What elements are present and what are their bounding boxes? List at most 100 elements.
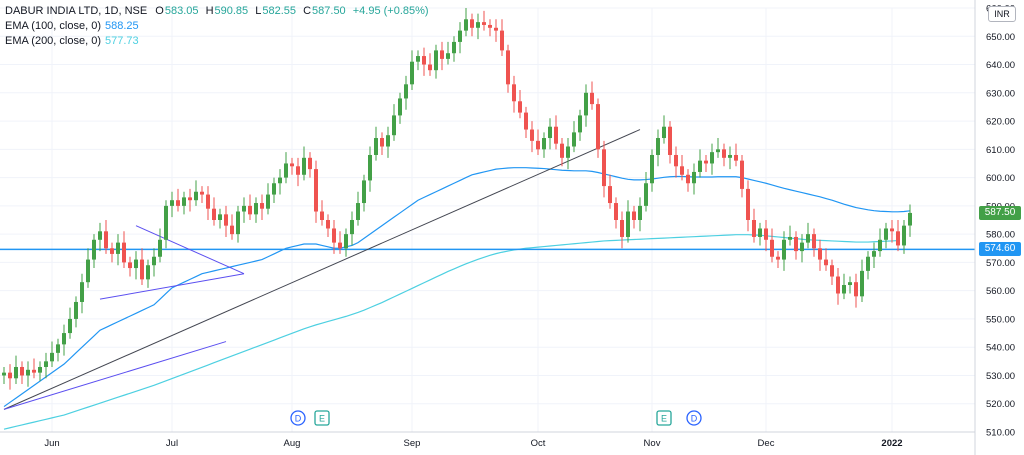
candle-body <box>20 366 24 376</box>
symbol-title[interactable]: DABUR INDIA LTD, 1D, NSE <box>5 5 148 17</box>
trendlines[interactable] <box>3 129 641 410</box>
candle-body <box>890 228 894 232</box>
y-tick-label: 640.00 <box>986 60 1015 71</box>
legend-ema200-row[interactable]: EMA (200, close, 0) 577.73 <box>5 34 433 49</box>
ema100-value: 588.25 <box>105 20 139 32</box>
candle-body <box>434 50 438 71</box>
candle-body <box>326 220 330 229</box>
candle-body <box>884 228 888 240</box>
candle-body <box>230 225 234 235</box>
candle-body <box>896 231 900 246</box>
candle-body <box>158 239 162 257</box>
candle-body <box>650 154 654 184</box>
ema100-path <box>3 167 911 408</box>
hline-price-tag: 574.60 <box>979 242 1021 257</box>
candle-body <box>854 282 858 297</box>
legend-symbol-row: DABUR INDIA LTD, 1D, NSE O583.05 H590.85… <box>5 4 433 19</box>
event-label: D <box>295 414 302 424</box>
candle-body <box>494 27 498 31</box>
candle-body <box>842 285 846 294</box>
candle-body <box>908 212 912 226</box>
currency-badge[interactable]: INR <box>988 6 1016 22</box>
candle-body <box>260 203 264 209</box>
y-tick-label: 650.00 <box>986 32 1015 43</box>
y-tick-label: 610.00 <box>986 145 1015 156</box>
candle-body <box>626 211 630 237</box>
candle-body <box>482 22 486 25</box>
candle-body <box>368 154 372 181</box>
candle-body <box>800 242 804 252</box>
dividend-marker <box>686 410 702 426</box>
candle-body <box>470 19 474 28</box>
candle-body <box>758 228 762 237</box>
candle-body <box>320 211 324 220</box>
candle-body <box>476 22 480 28</box>
candle-body <box>8 372 12 379</box>
candle-body <box>116 242 120 254</box>
last-price-tag: 587.50 <box>979 205 1021 220</box>
candle-body <box>782 239 786 260</box>
ema100-line <box>3 167 911 408</box>
candle-body <box>872 251 876 257</box>
candle-body <box>692 171 696 184</box>
chart-grid <box>0 7 975 433</box>
trendline <box>3 341 227 410</box>
candle-body <box>32 369 36 373</box>
candle-body <box>266 194 270 209</box>
candle-body <box>554 126 558 144</box>
candle-body <box>338 242 342 249</box>
candle-body <box>500 30 504 51</box>
candle-body <box>224 214 228 226</box>
candle-body <box>728 154 732 158</box>
candle-body <box>584 92 588 116</box>
ema200-value: 577.73 <box>105 35 139 47</box>
candle-body <box>98 231 102 240</box>
candle-body <box>878 239 882 252</box>
candle-body <box>770 239 774 257</box>
y-tick-label: 630.00 <box>986 88 1015 99</box>
candle-body <box>218 214 222 220</box>
candle-body <box>524 112 528 130</box>
candle-body <box>380 138 384 147</box>
candle-body <box>428 64 432 71</box>
candle-body <box>578 115 582 133</box>
candle-body <box>80 282 84 302</box>
candle-body <box>356 203 360 220</box>
candle-body <box>134 259 138 269</box>
candle-body <box>716 149 720 153</box>
y-tick-label: 560.00 <box>986 286 1015 297</box>
candle-body <box>704 160 708 164</box>
earnings-marker <box>314 410 330 426</box>
y-tick-label: 570.00 <box>986 258 1015 269</box>
candle-body <box>404 84 408 99</box>
candle-body <box>188 197 192 201</box>
candle-body <box>14 366 18 379</box>
candle-body <box>662 126 666 139</box>
candle-body <box>452 41 456 54</box>
x-tick-label: Nov <box>644 438 661 449</box>
candle-body <box>290 163 294 167</box>
event-label: D <box>691 414 698 424</box>
candle-body <box>410 61 414 85</box>
candle-body <box>638 205 642 220</box>
ema100-label: EMA (100, close, 0) <box>5 20 101 32</box>
candle-body <box>566 146 570 158</box>
legend-ema100-row[interactable]: EMA (100, close, 0) 588.25 <box>5 19 433 34</box>
candle-body <box>44 361 48 367</box>
event-label: E <box>661 414 667 424</box>
candle-body <box>194 191 198 201</box>
candle-body <box>416 56 420 62</box>
candle-body <box>74 301 78 319</box>
candle-body <box>536 140 540 150</box>
candle-body <box>698 160 702 172</box>
candle-body <box>26 369 30 376</box>
candle-body <box>752 220 756 237</box>
candle-body <box>830 265 834 277</box>
y-tick-label: 510.00 <box>986 428 1015 439</box>
candle-body <box>506 50 510 85</box>
x-tick-label: Sep <box>404 438 421 449</box>
candle-body <box>734 154 738 161</box>
candle-body <box>422 56 426 65</box>
